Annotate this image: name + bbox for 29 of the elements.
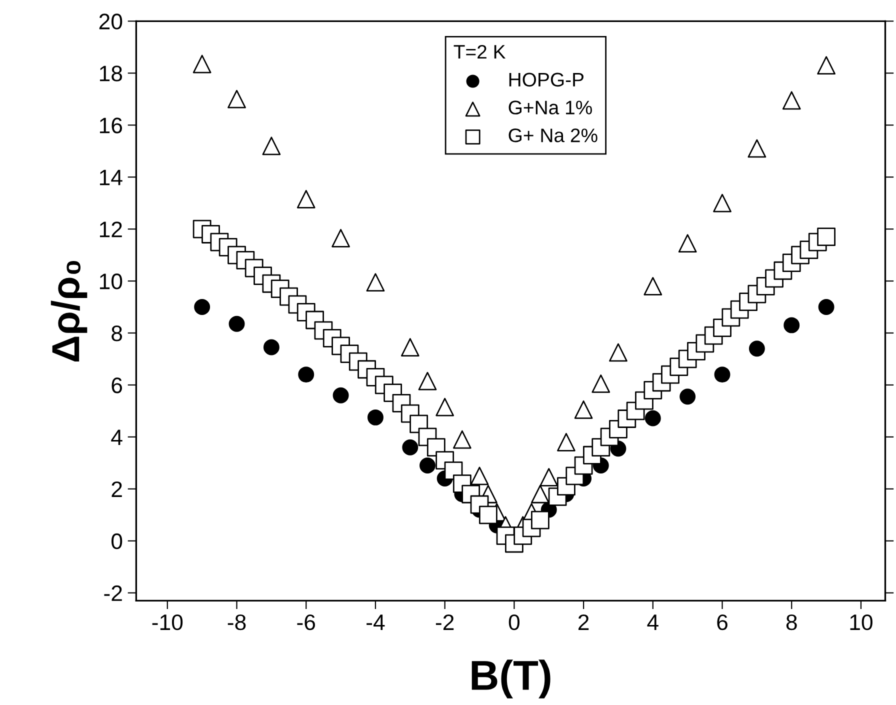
y-tick-label: 0 [112,533,122,550]
x-tick-label: -2 [436,614,454,630]
x-tick-label: 10 [850,614,872,630]
y-tick-label: 12 [100,222,122,238]
x-axis-title: B(T) [472,660,550,698]
legend-title: T=2 K [454,44,506,59]
x-tick-label: 4 [647,614,658,630]
x-tick-label: -6 [297,614,316,630]
x-tick-label: 0 [508,614,520,630]
y-tick-label: 10 [100,274,122,290]
y-tick-label: 8 [112,326,122,342]
legend-label: G+Na 1% [508,100,592,114]
x-tick-label: 8 [786,614,797,630]
y-tick-label: 2 [112,481,122,497]
x-tick-label: -8 [228,614,246,630]
y-tick-label: 16 [100,118,122,134]
y-tick-label: 18 [100,66,122,82]
y-tick-label: 6 [112,378,122,394]
x-tick-label: -10 [152,614,183,630]
y-tick-label: -2 [104,585,122,601]
x-tick-label: 6 [717,614,728,630]
x-tick-label: 2 [578,614,589,630]
y-axis-title: Δρ/ρ₀ [50,260,88,362]
x-tick-label: -4 [366,614,385,630]
legend-label: HOPG-P [509,72,584,87]
y-tick-label: 4 [111,430,122,445]
legend-label: G+ Na 2% [508,128,598,142]
y-tick-label: 20 [99,14,122,30]
y-tick-label: 14 [100,170,122,186]
